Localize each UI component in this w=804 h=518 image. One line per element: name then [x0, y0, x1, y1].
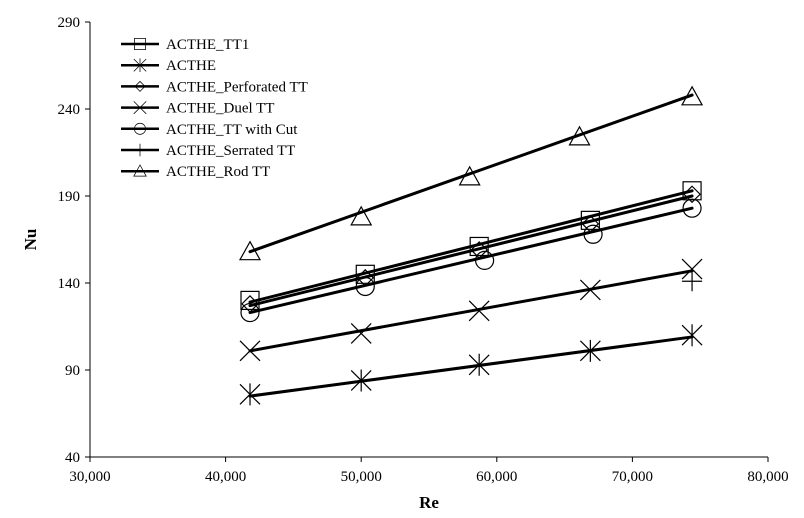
legend-label-acthe-tt1: ACTHE_TT1 — [166, 37, 249, 53]
series-line-acthe-tt1 — [248, 189, 694, 304]
legend-marker-acthe-serrated-tt — [133, 143, 147, 157]
series-line-acthe-duel-tt — [248, 269, 694, 353]
legend-marker-acthe-rod-tt — [133, 164, 147, 177]
trend-lines — [248, 93, 694, 398]
data-point-acthe-tt1 — [355, 264, 375, 284]
x-tick-label: 30,000 — [69, 469, 110, 485]
y-axis-title: Nu — [21, 229, 40, 251]
legend-label-acthe-serrated-tt: ACTHE_Serrated TT — [166, 143, 295, 159]
data-point-acthe-tt-with-cut — [682, 198, 702, 218]
series-line-acthe-rod-tt — [248, 93, 694, 254]
y-tick-label: 90 — [65, 363, 80, 379]
data-point-acthe-tt1 — [580, 210, 600, 230]
data-point-acthe-tt-with-cut — [583, 224, 603, 244]
data-point-acthe-tt-with-cut — [355, 276, 375, 297]
data-markers — [238, 85, 704, 406]
data-point-acthe — [681, 324, 703, 347]
data-point-acthe-perforated-tt — [470, 241, 489, 259]
legend-marker-acthe — [133, 58, 147, 73]
axis-ticks: 40 90 140 190 240 290 30,000 40,000 50,000 60,000… — [58, 15, 789, 485]
data-point-acthe — [579, 339, 601, 362]
data-point-acthe-rod-tt — [681, 85, 704, 106]
x-tick-label: 60,000 — [476, 469, 517, 485]
data-point-acthe-duel-tt — [468, 300, 490, 322]
legend-marker-acthe-perforated-tt — [134, 80, 146, 92]
data-point-acthe — [350, 369, 372, 392]
axes — [89, 22, 768, 458]
data-point-acthe-duel-tt — [681, 258, 703, 280]
data-point-acthe-tt1 — [240, 290, 260, 310]
legend-label-acthe: ACTHE — [166, 58, 216, 74]
series-line-acthe-perforated-tt — [248, 194, 694, 308]
data-point-acthe-perforated-tt — [356, 268, 375, 287]
data-point-acthe-tt1 — [682, 181, 702, 201]
data-point-acthe-duel-tt — [350, 323, 372, 344]
y-tick-label: 40 — [65, 450, 80, 466]
data-point-acthe-duel-tt — [239, 340, 261, 362]
y-tick-label: 190 — [58, 189, 81, 205]
legend: ACTHE_TT1 ACTHE ACTHE_Perforated TT ACTHE_D… — [121, 37, 308, 180]
legend-marker-acthe-tt-with-cut — [134, 122, 146, 135]
legend-label-acthe-rod-tt: ACTHE_Rod TT — [166, 164, 270, 180]
series-line-acthe — [248, 335, 694, 398]
legend-marker-acthe-tt1 — [134, 38, 146, 50]
data-point-acthe-perforated-tt — [241, 295, 259, 313]
data-point-acthe-rod-tt — [458, 165, 481, 186]
legend-label-acthe-tt-with-cut: ACTHE_TT with Cut — [166, 122, 298, 138]
data-point-acthe — [239, 383, 261, 406]
x-tick-label: 70,000 — [612, 469, 653, 485]
data-point-acthe-tt1 — [469, 236, 489, 257]
data-point-acthe-perforated-tt — [581, 214, 600, 233]
data-point-acthe-tt-with-cut — [474, 250, 495, 270]
data-point-acthe-tt-with-cut — [240, 302, 260, 323]
data-point-acthe-duel-tt — [579, 279, 601, 301]
data-point-acthe-perforated-tt — [683, 185, 701, 204]
x-tick-label: 40,000 — [205, 469, 246, 485]
series-line-acthe-tt-with-cut — [248, 206, 694, 315]
x-axis-title: Re — [419, 493, 439, 512]
y-tick-label: 140 — [58, 276, 81, 292]
data-point-acthe-rod-tt — [350, 205, 373, 226]
y-tick-label: 240 — [58, 102, 81, 118]
x-tick-label: 50,000 — [341, 469, 382, 485]
x-tick-label: 80,000 — [747, 469, 788, 485]
data-point-acthe-rod-tt — [568, 125, 591, 146]
y-tick-label: 290 — [58, 15, 81, 31]
data-point-acthe — [468, 353, 490, 376]
legend-label-acthe-perforated-tt: ACTHE_Perforated TT — [166, 79, 308, 95]
legend-marker-acthe-duel-tt — [133, 101, 147, 115]
legend-label-acthe-duel-tt: ACTHE_Duel TT — [166, 101, 274, 117]
data-point-acthe-rod-tt — [238, 240, 262, 261]
data-point-acthe-serrated-tt — [682, 271, 703, 292]
